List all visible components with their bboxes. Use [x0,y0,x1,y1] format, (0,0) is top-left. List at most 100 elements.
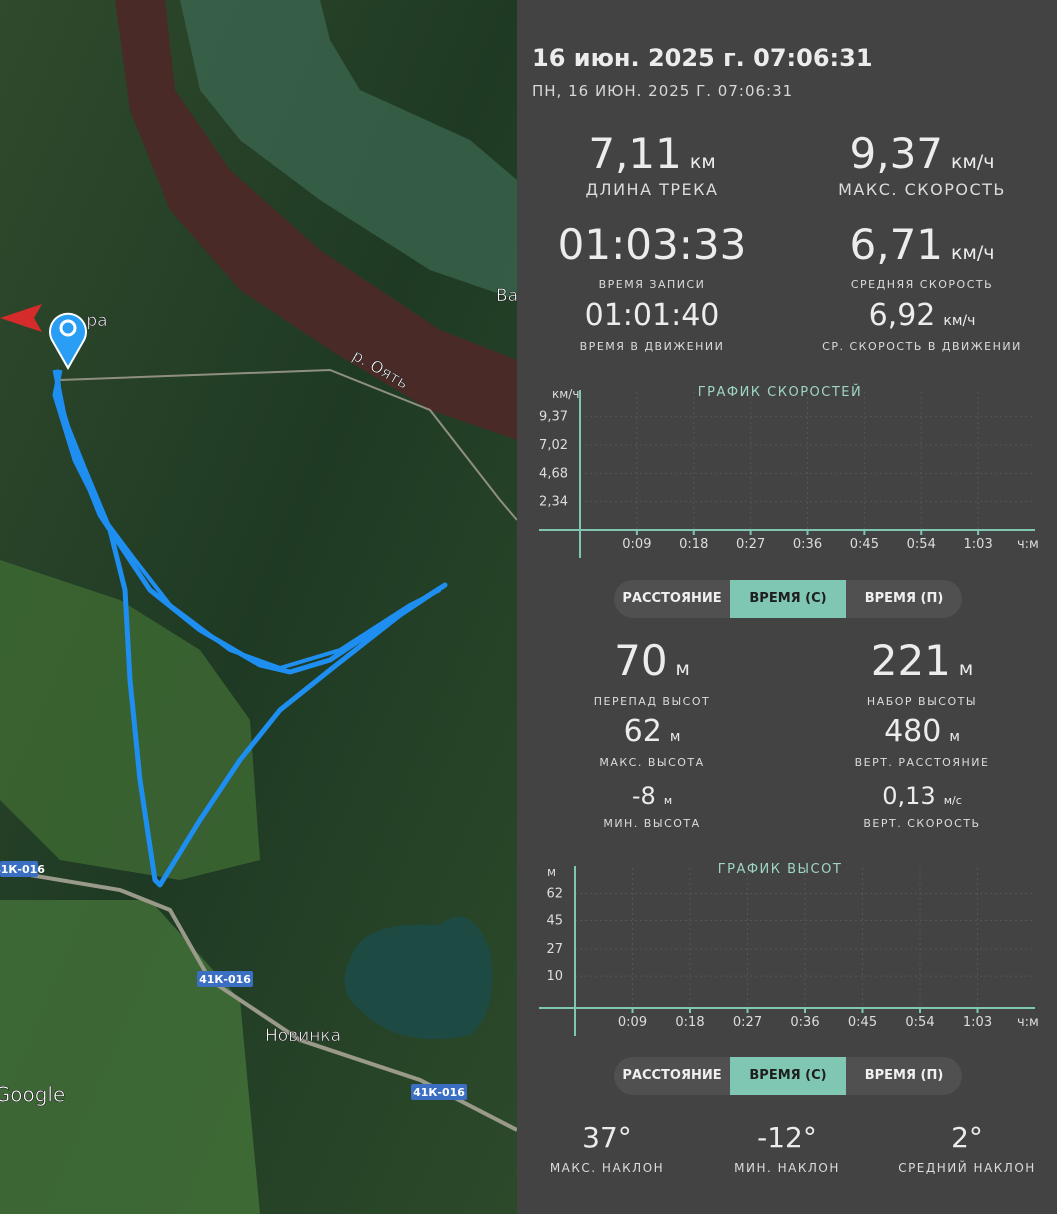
unit: м [663,794,673,808]
stat-label: МАКС. НАКЛОН [549,1160,665,1175]
y-tick-label: 27 [546,942,563,957]
x-tick-label: 1:03 [963,1015,992,1030]
x-tick-label: 0:45 [850,537,879,552]
unit: км/ч [943,313,976,330]
y-axis-label: м [547,865,556,879]
chart: ГРАФИК ВЫСОТ м ч:м 10 27 45 62 0:09 0:18 0:27 0:36… [539,862,1039,1036]
x-tick-label: 0:09 [622,537,651,552]
stat-label: СРЕДНЯЯ СКОРОСТЬ [850,278,994,292]
stat-label: ДЛИНА ТРЕКА [585,180,719,200]
date-subtitle: ПН, 16 ИЮН. 2025 Г. 07:06:31 [532,82,794,100]
stat-value: 2° [797,1121,1057,1154]
river [115,0,517,440]
chart-title: ГРАФИК ВЫСОТ [718,862,843,877]
stat-label: НАБОР ВЫСОТЫ [866,695,978,709]
stat-value: 70 м [482,636,822,685]
road-shield [411,1084,467,1100]
road-shield [0,861,38,877]
stat-label: СР. СКОРОСТЬ В ДВИЖЕНИИ [822,340,1022,354]
tab-button[interactable]: ВРЕМЯ (С) [730,1057,846,1095]
map[interactable]: р. ОятьНовинка41К-01641К-01641К-016Googl… [0,0,517,1214]
stat-value: -8 м [482,782,822,810]
direction-arrow [0,304,42,332]
unit: м [958,657,974,680]
x-axis-label: ч:м [1017,1015,1039,1030]
stat-label: ПЕРЕПАД ВЫСОТ [593,695,711,709]
place-label: Ва [496,286,517,306]
stat-value: 62 м [482,714,822,749]
x-tick-label: 0:36 [790,1015,819,1030]
stat-label: МАКС. СКОРОСТЬ [838,180,1006,200]
unit: км [689,150,716,173]
place-label: ра [86,311,107,331]
y-tick-label: 10 [546,969,563,984]
road-shield-label: 41К-016 [199,973,251,986]
value: 01:03:33 [557,219,747,269]
x-tick-label: 0:54 [907,537,936,552]
road [59,368,517,521]
stat-label: СРЕДНИЙ НАКЛОН [898,1160,1036,1175]
stat-value: 37° [437,1121,777,1154]
section-divider [517,0,1057,8]
map-attribution: Google [0,1083,65,1107]
chart: ГРАФИК СКОРОСТЕЙ км/ч ч:м 2,34 4,68 7,02 9,37 0… [539,384,1039,558]
floodplain [180,0,517,300]
place-label: Новинка [265,1026,341,1046]
stat-label: ВРЕМЯ ЗАПИСИ [598,278,706,292]
value: 9,37 [849,128,944,178]
x-tick-label: 0:18 [675,1015,704,1030]
unit: м/с [943,794,962,808]
x-tick-label: 1:03 [964,537,993,552]
stat-value: -12° [617,1121,957,1154]
tab-bar[interactable]: РАССТОЯНИЕ ВРЕМЯ (С) ВРЕМЯ (П) [614,1057,962,1095]
road-shield-label: 41К-016 [0,863,45,876]
tab-button[interactable]: РАССТОЯНИЕ [622,591,722,606]
x-tick-label: 0:27 [733,1015,762,1030]
field [0,560,260,880]
value: 6,71 [849,219,944,269]
track-end-marker[interactable] [49,312,87,371]
y-tick-label: 9,37 [539,410,568,425]
stat-label: ВЕРТ. РАССТОЯНИЕ [854,756,990,770]
tab-button[interactable]: ВРЕМЯ (П) [864,591,944,606]
date-title: 16 июн. 2025 г. 07:06:31 [532,44,873,72]
marker-icon [59,319,77,337]
value: 37° [582,1120,632,1154]
chart-title: ГРАФИК СКОРОСТЕЙ [698,384,863,400]
unit: км/ч [951,241,995,264]
value: 6,92 [868,298,936,334]
stat-value: 7,11 км [482,129,822,178]
x-tick-label: 0:18 [679,537,708,552]
lake [344,916,493,1040]
value: 221 [870,635,951,685]
tab-bar[interactable]: РАССТОЯНИЕ ВРЕМЯ (С) ВРЕМЯ (П) [614,580,962,618]
x-tick-label: 0:45 [848,1015,877,1030]
stat-value: 0,13 м/с [752,782,1057,810]
unit: м [949,729,960,746]
x-tick-label: 0:36 [793,537,822,552]
y-tick-label: 4,68 [539,466,568,481]
stat-value: 221 м [752,636,1057,685]
stat-label: МИН. НАКЛОН [734,1160,840,1175]
y-axis-label: км/ч [552,387,579,401]
road-shield-label: 41К-016 [413,1086,465,1099]
gps-track [56,374,441,671]
y-tick-label: 62 [546,886,563,901]
x-tick-label: 0:54 [905,1015,934,1030]
x-tick-label: 0:27 [736,537,765,552]
tab-button[interactable]: ВРЕМЯ (П) [864,1068,944,1083]
value: 480 [884,714,942,750]
tab-button[interactable]: РАССТОЯНИЕ [622,1068,722,1083]
tab-button[interactable]: ВРЕМЯ (С) [730,580,846,618]
y-tick-label: 45 [546,914,563,929]
stat-value: 480 м [752,714,1057,749]
unit: км/ч [951,150,995,173]
value: -12° [757,1120,817,1154]
section-divider [517,26,1057,32]
stat-value: 6,71 км/ч [752,220,1057,269]
stat-value: 01:03:33 [482,220,822,269]
stat-label: МИН. ВЫСОТА [603,817,701,831]
stat-value: 9,37 км/ч [752,129,1057,178]
stat-label: ВРЕМЯ В ДВИЖЕНИИ [579,340,725,354]
unit: м [669,729,681,746]
